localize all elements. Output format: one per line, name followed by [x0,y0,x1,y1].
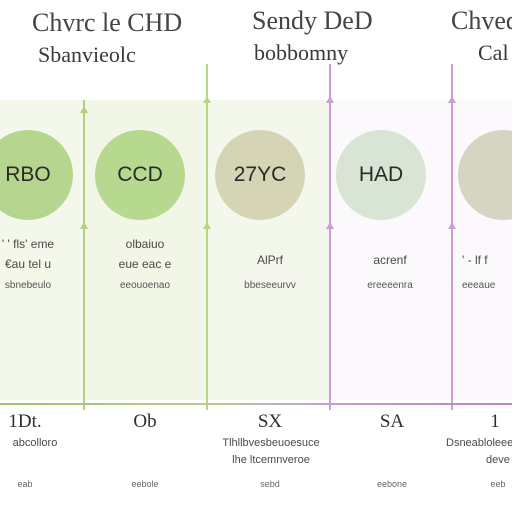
node-bottom-note-4: eebone [376,479,408,489]
node-desc-2-line2: eue eac e [118,257,172,271]
node-label-2: CCD [117,163,163,186]
node-bottom-note-5: eeb [490,479,506,489]
node-bottom-desc-5: Dsneabloleee [446,437,512,449]
node-bottom-note-3: sebd [260,479,280,489]
node-desc-2-line3: eeouoenao [119,280,171,291]
node-desc-5-line1: ' - lf f [462,253,488,267]
arrow-up-icon [80,106,88,113]
node-bottom-desc-3: Tlhllbvesbeuoesuce [222,437,320,449]
node-circle-1: RBO [0,130,73,220]
node-circle-2: CCD [95,130,185,220]
arrow-up-icon [448,222,456,229]
node-desc-3-line1: AlPrf [256,253,283,267]
node-bottom-value-4: SA [379,411,405,432]
arrow-up-icon [203,96,211,103]
arrow-up-icon [326,222,334,229]
timeline-base-line [0,403,512,405]
node-bottom-value-5: 1 [490,411,500,432]
header-subtitle-2: bobbomny [254,40,349,65]
node-desc-1-line3: sbnebeulo [4,280,52,291]
node-desc-4-line2: ereeeenra [367,280,413,291]
node-bottom-value-3: SX [257,411,283,432]
divider-line-4 [451,64,453,410]
node-bottom-value-1: 1Dt. [8,411,42,432]
arrow-up-icon [448,96,456,103]
header-title-2: Sendy DeD [252,6,373,35]
arrow-up-icon [326,96,334,103]
header-title-3: Chved [451,6,512,35]
node-label-3: 27YC [233,163,287,186]
header-title-1: Chvrc le CHD [32,8,183,37]
node-circle-3: 27YC [215,130,305,220]
node-desc-1-line1: ' ' fls' eme [1,237,55,251]
node-desc-1-line2: €au tel u [4,257,52,271]
node-desc-4-line1: acrenf [373,253,407,267]
node-desc-5-line2: eeeaue [462,280,496,291]
header-subtitle-3: Cal [478,40,509,65]
arrow-up-icon [80,222,88,229]
node-bottom-note-2: eebole [131,479,159,489]
node-desc-3-line2: bbeseeurvv [244,280,296,291]
node-bottom-value-2: Ob [133,411,157,432]
node-label-4: HAD [358,163,404,186]
divider-line-1 [83,100,85,410]
node-bottom-note-1: eab [17,479,33,489]
divider-line-2 [206,64,208,410]
node-label-1: RBO [5,163,51,186]
node-bottom-desc-1: abcolloro [12,437,58,449]
node-desc-2-line1: olbaiuo [125,237,165,251]
arrow-up-icon [203,222,211,229]
node-circle-4: HAD [336,130,426,220]
node-bottom-desc-3b: lhe ltcemnveroe [232,454,310,466]
divider-line-3 [329,64,331,410]
header-subtitle-1: Sbanvieolc [38,42,136,67]
node-bottom-desc-5b: deve [486,454,510,466]
